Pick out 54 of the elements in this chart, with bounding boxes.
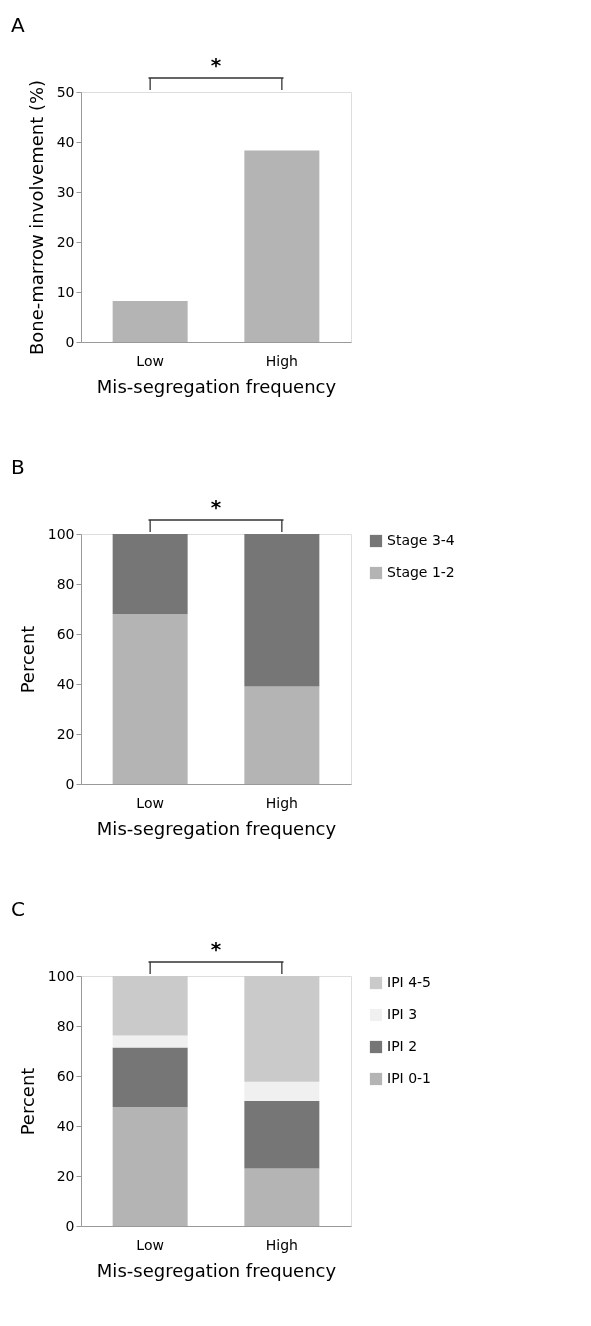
y-tick-label: 100	[47, 967, 75, 984]
bar	[112, 1107, 188, 1226]
y-tick-label: 80	[56, 1017, 75, 1034]
bar	[244, 1101, 320, 1169]
y-tick-label: 0	[65, 1217, 75, 1234]
bar	[112, 976, 188, 1036]
y-tick-label: 80	[56, 575, 75, 592]
bar	[112, 614, 188, 784]
y-axis-title: Percent	[16, 625, 38, 694]
chart-title: A	[11, 13, 25, 37]
x-tick-label: High	[265, 1236, 298, 1253]
y-tick-label: 100	[47, 525, 75, 542]
y-axis-title: Bone-marrow involvement (%)	[25, 79, 47, 356]
x-tick-label: High	[265, 352, 298, 369]
bar	[244, 1168, 320, 1226]
bar	[244, 976, 320, 1082]
bar	[112, 1047, 188, 1107]
y-tick-label: 10	[56, 283, 75, 300]
y-tick-label: 40	[56, 1117, 75, 1134]
bar	[112, 1035, 188, 1048]
x-tick-label: Low	[136, 352, 164, 369]
x-tick-label: High	[265, 794, 298, 811]
bar	[244, 534, 320, 687]
legend-label: Stage 1-2	[387, 564, 455, 580]
legend-label: IPI 3	[387, 1006, 418, 1022]
y-tick-label: 50	[56, 83, 75, 100]
y-tick-label: 30	[56, 183, 75, 200]
y-tick-label: 0	[65, 775, 75, 792]
chart-title: B	[11, 455, 25, 479]
y-tick-label: 20	[56, 1167, 75, 1184]
y-tick-label: 40	[56, 133, 75, 150]
x-axis-title: Mis-segregation frequency	[96, 375, 337, 397]
x-axis-title: Mis-segregation frequency	[96, 1259, 337, 1281]
y-tick-label: 20	[56, 725, 75, 742]
y-tick-label: 0	[65, 333, 75, 350]
legend-label: IPI 0-1	[387, 1070, 432, 1086]
text: *	[210, 495, 222, 519]
text: *	[210, 53, 222, 77]
text: *	[210, 937, 222, 961]
x-tick-label: Low	[136, 794, 164, 811]
x-tick-label: Low	[136, 1236, 164, 1253]
bar	[112, 534, 188, 614]
y-tick-label: 20	[56, 233, 75, 250]
bar	[244, 686, 320, 784]
legend-label: IPI 2	[387, 1038, 418, 1054]
legend-label: IPI 4-5	[387, 974, 432, 990]
x-axis-title: Mis-segregation frequency	[96, 817, 337, 839]
y-tick-label: 60	[56, 625, 75, 642]
y-tick-label: 60	[56, 1067, 75, 1084]
y-axis-title: Percent	[16, 1067, 38, 1136]
y-tick-label: 40	[56, 675, 75, 692]
legend-label: Stage 3-4	[387, 532, 455, 548]
bar	[244, 1081, 320, 1101]
chart-title: C	[11, 897, 25, 921]
